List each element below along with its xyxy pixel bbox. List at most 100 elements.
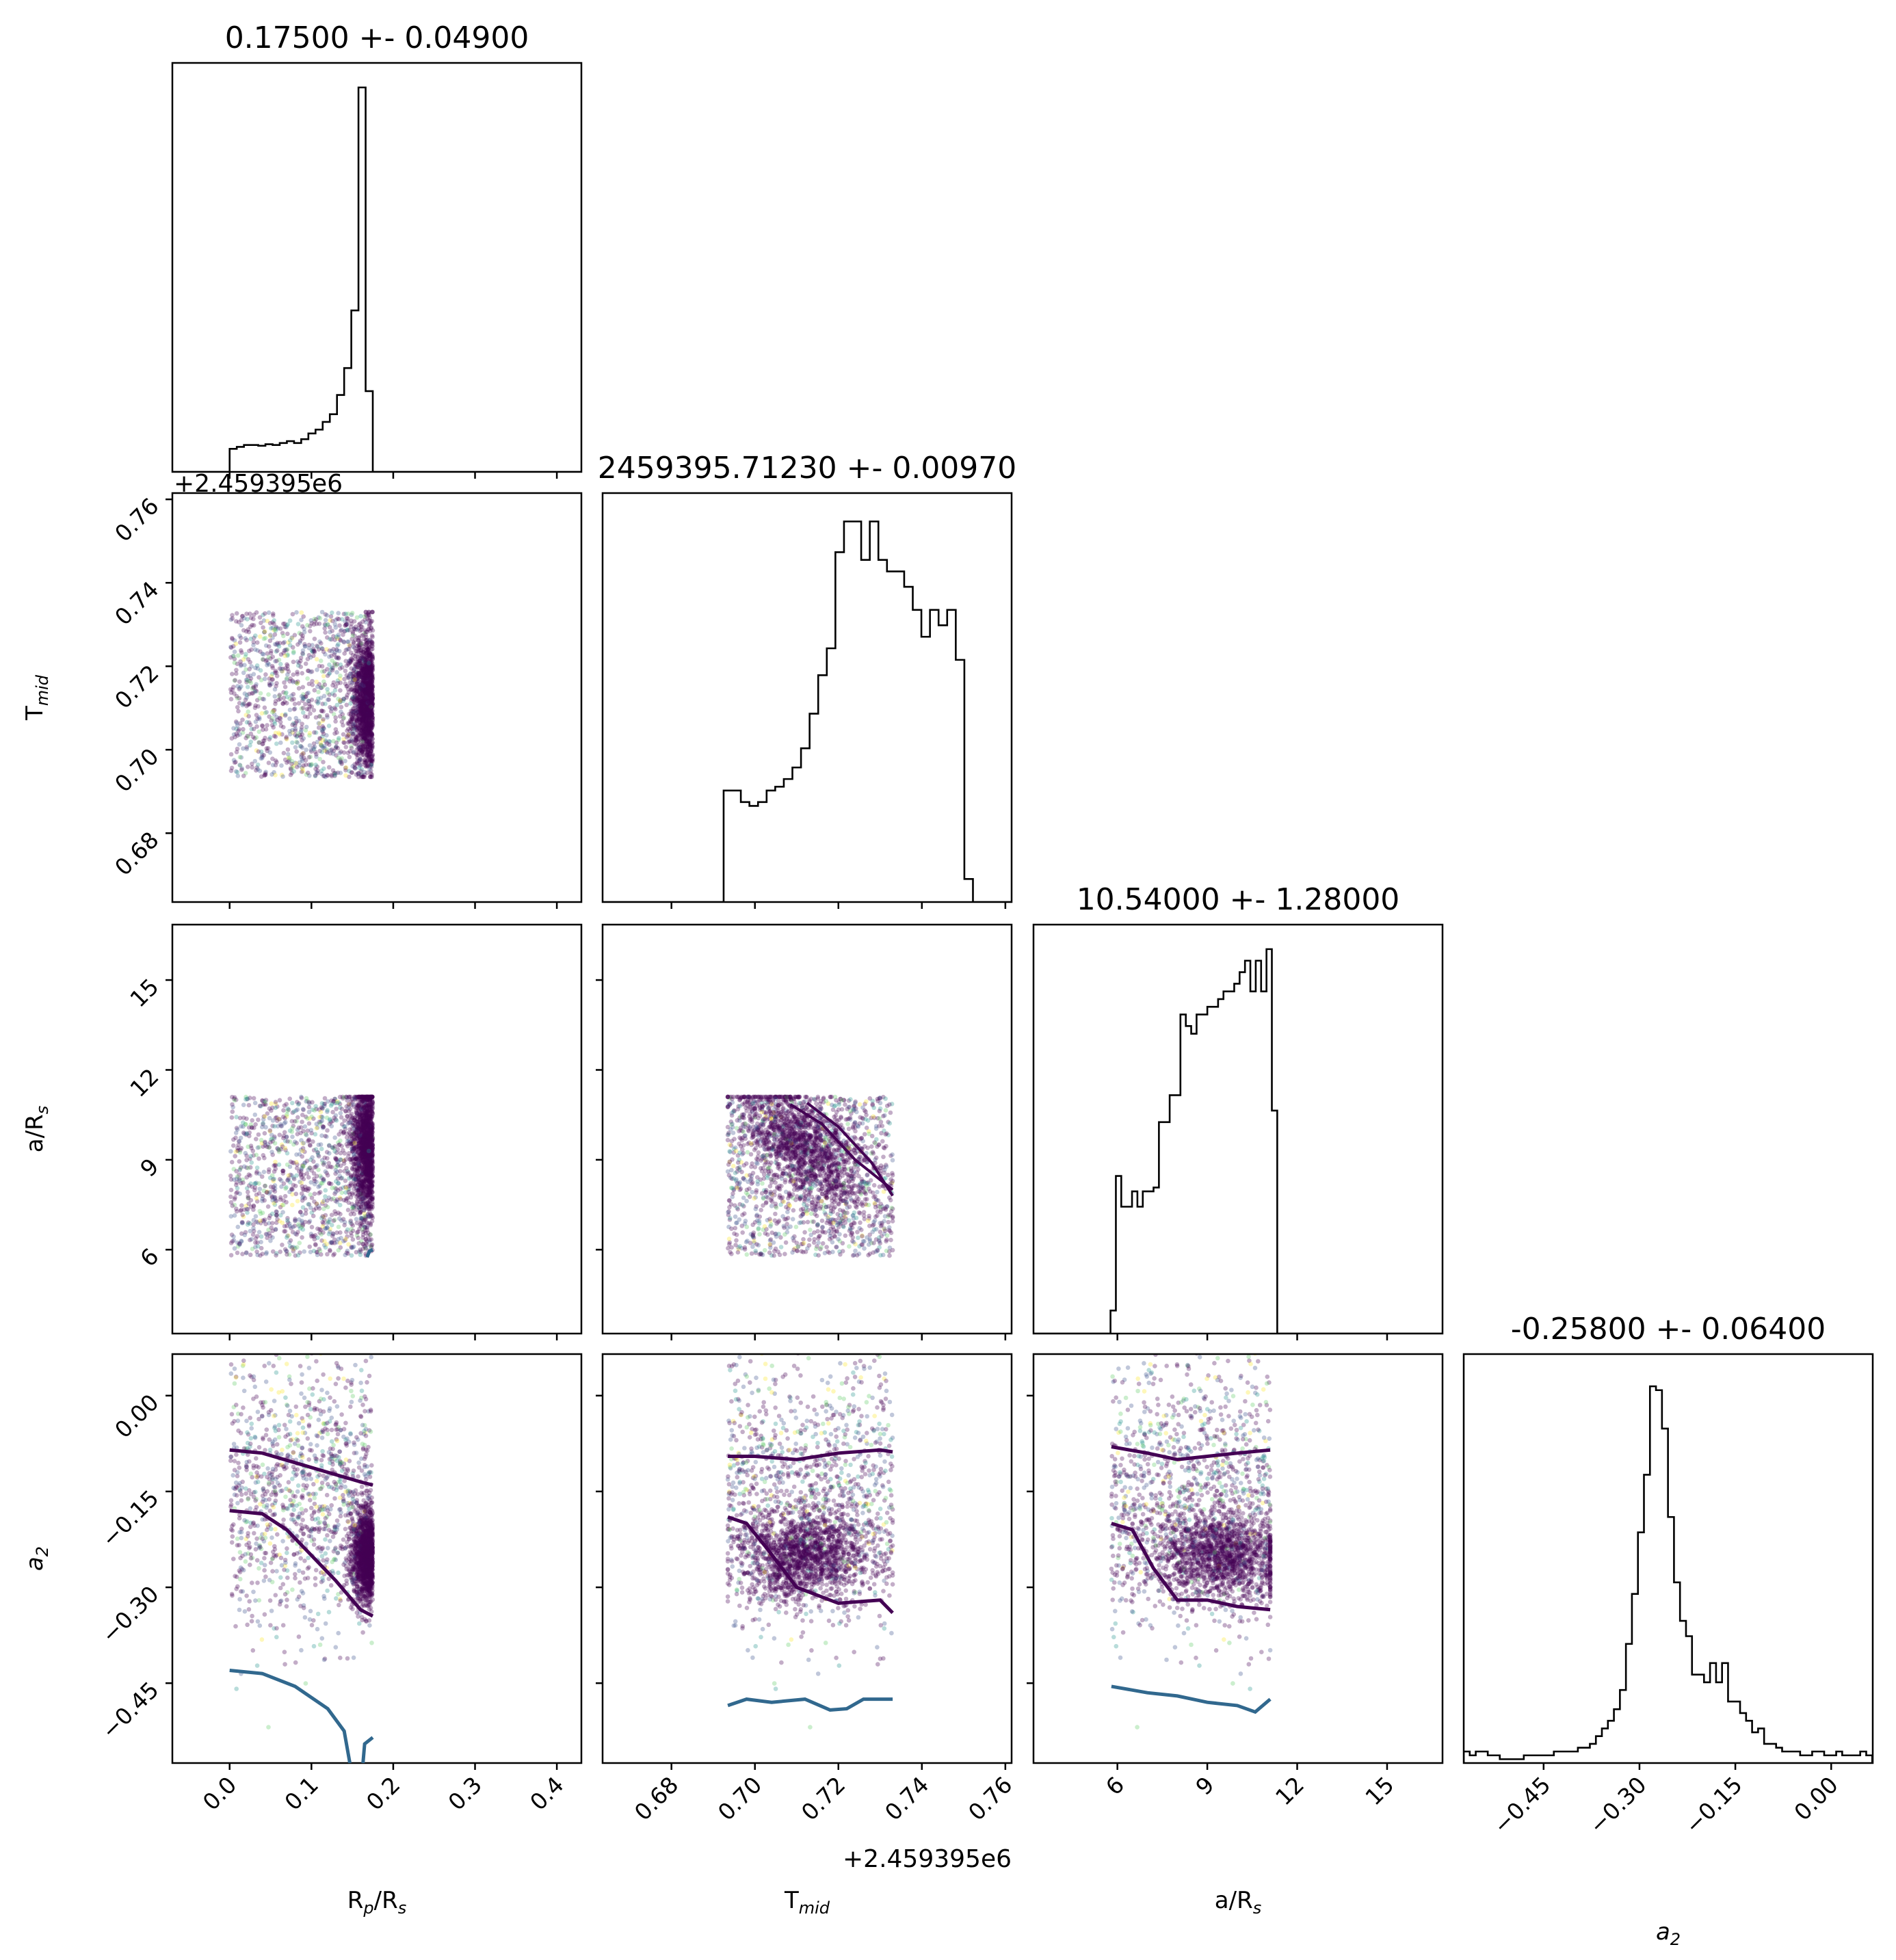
sample-point <box>357 672 362 676</box>
sample-point <box>360 744 366 750</box>
sample-point <box>274 642 279 647</box>
sample-point <box>364 715 369 720</box>
sample-point <box>265 745 271 751</box>
sample-point <box>365 687 371 692</box>
sample-point <box>367 698 372 702</box>
sample-point <box>334 648 340 653</box>
sample-point <box>252 612 256 618</box>
sample-point <box>337 623 342 628</box>
sample-point <box>240 717 245 722</box>
sample-point <box>299 706 304 711</box>
sample-point <box>263 771 268 776</box>
sample-point <box>241 773 246 778</box>
sample-point <box>362 699 367 704</box>
sample-point <box>300 721 304 726</box>
sample-point <box>297 763 302 768</box>
sample-point <box>362 676 367 681</box>
sample-point <box>362 736 367 741</box>
sample-point <box>354 672 359 677</box>
sample-point <box>280 666 285 672</box>
sample-point <box>359 697 364 702</box>
sample-point <box>366 690 371 696</box>
sample-point <box>358 669 363 674</box>
sample-point <box>360 708 366 713</box>
sample-point <box>287 696 293 702</box>
sample-point <box>354 674 360 679</box>
sample-point <box>333 715 339 720</box>
sample-point <box>352 706 357 711</box>
sample-point <box>358 650 363 655</box>
sample-point <box>365 749 370 754</box>
sample-point <box>369 746 375 751</box>
sample-point <box>248 660 253 665</box>
sample-point <box>245 1222 250 1227</box>
sample-point <box>318 1142 324 1147</box>
sample-point <box>362 683 367 689</box>
sample-point <box>235 696 240 701</box>
sample-point <box>365 721 371 727</box>
sample-point <box>269 1211 275 1217</box>
sample-point <box>369 679 375 685</box>
sample-point <box>358 745 363 750</box>
sample-point <box>367 700 372 704</box>
sample-point <box>362 735 367 741</box>
sample-point <box>316 615 321 620</box>
sample-point <box>363 1117 369 1122</box>
sample-point <box>358 654 363 659</box>
sample-point <box>350 696 355 702</box>
sample-point <box>362 676 367 680</box>
sample-point <box>368 1139 373 1143</box>
sample-point <box>360 674 366 679</box>
sample-point <box>363 1140 369 1145</box>
sample-point <box>259 678 264 683</box>
sample-point <box>369 683 374 689</box>
sample-point <box>263 727 269 732</box>
sample-point <box>262 628 267 634</box>
sample-point <box>357 732 362 738</box>
sample-point <box>290 728 295 732</box>
sample-point <box>367 739 371 745</box>
sample-point <box>359 702 365 707</box>
sample-point <box>357 700 362 705</box>
sample-point <box>362 753 367 758</box>
sample-point <box>332 731 337 736</box>
sample-point <box>360 706 365 712</box>
sample-point <box>365 704 369 710</box>
sample-point <box>360 693 365 698</box>
sample-point <box>277 1098 282 1103</box>
sample-point <box>360 702 366 706</box>
sample-point <box>296 1125 302 1130</box>
sample-point <box>248 702 252 706</box>
scatter-tmid-vs-rprs <box>228 609 376 780</box>
sample-point <box>357 665 362 670</box>
sample-point <box>267 621 273 626</box>
sample-point <box>365 703 370 708</box>
sample-point <box>365 650 369 655</box>
sample-point <box>335 643 340 648</box>
sample-point <box>363 1236 368 1242</box>
sample-point <box>358 641 364 646</box>
sample-point <box>354 673 358 678</box>
sample-point <box>362 727 367 732</box>
sample-point <box>268 650 274 656</box>
sample-point <box>307 624 313 628</box>
sample-point <box>343 681 348 686</box>
sample-point <box>237 1115 243 1121</box>
sample-point <box>367 622 372 627</box>
sample-point <box>272 770 276 775</box>
sample-point <box>272 707 277 713</box>
sample-point <box>250 1125 254 1130</box>
sample-point <box>306 755 312 760</box>
sample-point <box>267 1234 273 1239</box>
sample-point <box>350 770 354 775</box>
sample-point <box>324 749 330 754</box>
sample-point <box>233 734 237 740</box>
sample-point <box>363 680 367 685</box>
sample-point <box>230 616 235 621</box>
sample-point <box>363 657 368 663</box>
sample-point <box>338 1138 343 1143</box>
sample-point <box>263 735 267 741</box>
sample-point <box>361 741 367 746</box>
sample-point <box>285 752 291 757</box>
sample-point <box>364 664 369 670</box>
